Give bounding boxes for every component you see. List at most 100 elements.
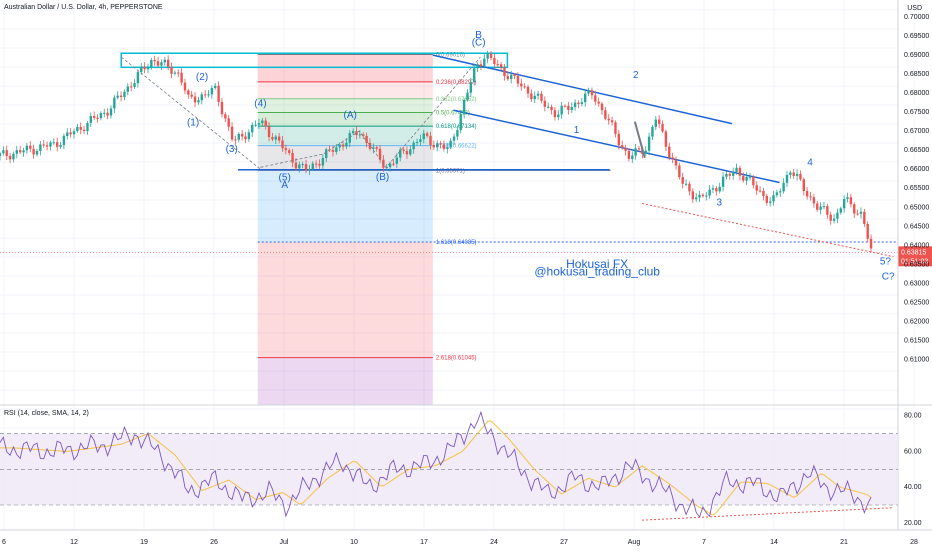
- candle-body: [674, 159, 678, 166]
- candle-body: [782, 182, 785, 192]
- candle-body: [550, 106, 553, 111]
- candle-body: [701, 194, 705, 197]
- candle-body: [580, 102, 584, 104]
- candle-body: [203, 94, 207, 96]
- candle-body: [405, 150, 409, 155]
- candle-body: [311, 163, 314, 169]
- candle-body: [614, 122, 617, 134]
- candle-body: [493, 58, 496, 65]
- candle-body: [779, 191, 782, 193]
- candle-body: [530, 93, 533, 100]
- candle-body: [267, 126, 271, 138]
- candle-body: [153, 59, 156, 62]
- candle-body: [711, 188, 715, 190]
- candle-body: [473, 68, 476, 83]
- candle-body: [607, 118, 610, 121]
- fib-zone: [257, 242, 433, 358]
- candle-body: [738, 167, 742, 176]
- time-tick-label: Jul: [280, 539, 289, 546]
- candle-body: [425, 133, 429, 136]
- fib-level-label: 2.618(0.61045): [436, 356, 477, 362]
- candle-body: [298, 164, 301, 169]
- candle-body: [594, 95, 597, 102]
- candle-body: [129, 86, 133, 88]
- wave-label: 2: [633, 70, 639, 81]
- wave-label: A: [281, 180, 288, 191]
- fib-zone: [257, 357, 433, 405]
- candle-body: [489, 53, 493, 59]
- wave-label: 4: [807, 157, 813, 168]
- candle-body: [281, 140, 284, 149]
- candle-body: [318, 163, 321, 166]
- wave-label: 5?: [880, 256, 892, 267]
- fib-level-label: 0.5(0.67493): [436, 110, 470, 116]
- price-tick-label: 0.70000: [904, 14, 929, 21]
- candle-body: [694, 197, 698, 200]
- candle-body: [146, 67, 150, 70]
- wave-label: 3: [717, 197, 723, 208]
- candle-body: [684, 183, 688, 185]
- watermark-line1: Hokusai FX: [566, 257, 628, 271]
- candle-body: [402, 149, 405, 151]
- candle-body: [849, 197, 853, 205]
- candle-body: [536, 93, 540, 96]
- candle-body: [452, 136, 456, 141]
- watermark-line2: @hokusai_trading_club: [534, 265, 660, 279]
- candle-body: [540, 93, 543, 101]
- candle-body: [82, 129, 86, 132]
- candle-body: [822, 206, 826, 208]
- candle-body: [173, 72, 177, 74]
- candle-body: [264, 120, 267, 127]
- fib-level-label: 0.236(0.68297): [436, 80, 477, 86]
- candle-body: [483, 58, 486, 67]
- fib-zone: [257, 112, 433, 127]
- candle-body: [385, 167, 388, 169]
- candle-body: [291, 152, 294, 163]
- candle-body: [355, 131, 358, 136]
- candle-body: [772, 195, 775, 202]
- candle-body: [560, 105, 563, 115]
- candle-body: [257, 123, 261, 125]
- candle-body: [476, 64, 479, 69]
- candle-body: [752, 176, 755, 186]
- wave-label: (5): [279, 173, 291, 184]
- wave-label: C?: [882, 272, 895, 283]
- candle-body: [207, 94, 210, 96]
- candle-body: [678, 165, 681, 178]
- candle-body: [805, 191, 809, 197]
- price-tick-label: 0.68000: [904, 90, 929, 97]
- candle-body: [197, 100, 200, 103]
- candle-body: [429, 135, 432, 145]
- currency-label: USD: [907, 5, 922, 12]
- time-tick-label: 10: [350, 539, 358, 546]
- wave-label: (2): [196, 72, 208, 83]
- candle-body: [190, 94, 193, 97]
- candle-body: [372, 147, 375, 149]
- fib-zone: [257, 81, 433, 99]
- candle-body: [573, 102, 577, 108]
- projection-arrow: [633, 121, 646, 159]
- candle-body: [32, 148, 35, 155]
- candle-body: [321, 158, 325, 166]
- candle-body: [119, 95, 123, 98]
- candle-body: [348, 133, 351, 143]
- candle-body: [657, 119, 661, 124]
- candle-body: [341, 144, 345, 147]
- candle-body: [294, 162, 298, 169]
- candle-body: [301, 164, 304, 166]
- candle-body: [654, 119, 658, 127]
- candle-body: [345, 142, 348, 147]
- candle-body: [351, 131, 355, 134]
- candle-body: [419, 139, 422, 143]
- candle-body: [785, 174, 789, 183]
- candle-body: [180, 72, 183, 83]
- candle-body: [261, 120, 264, 124]
- rsi-tick-label: 60.00: [904, 448, 922, 455]
- time-tick-label: 12: [70, 539, 78, 546]
- candle-body: [331, 150, 335, 152]
- candle-body: [22, 150, 25, 153]
- candle-body: [624, 147, 627, 151]
- price-tick-label: 0.68500: [904, 71, 929, 78]
